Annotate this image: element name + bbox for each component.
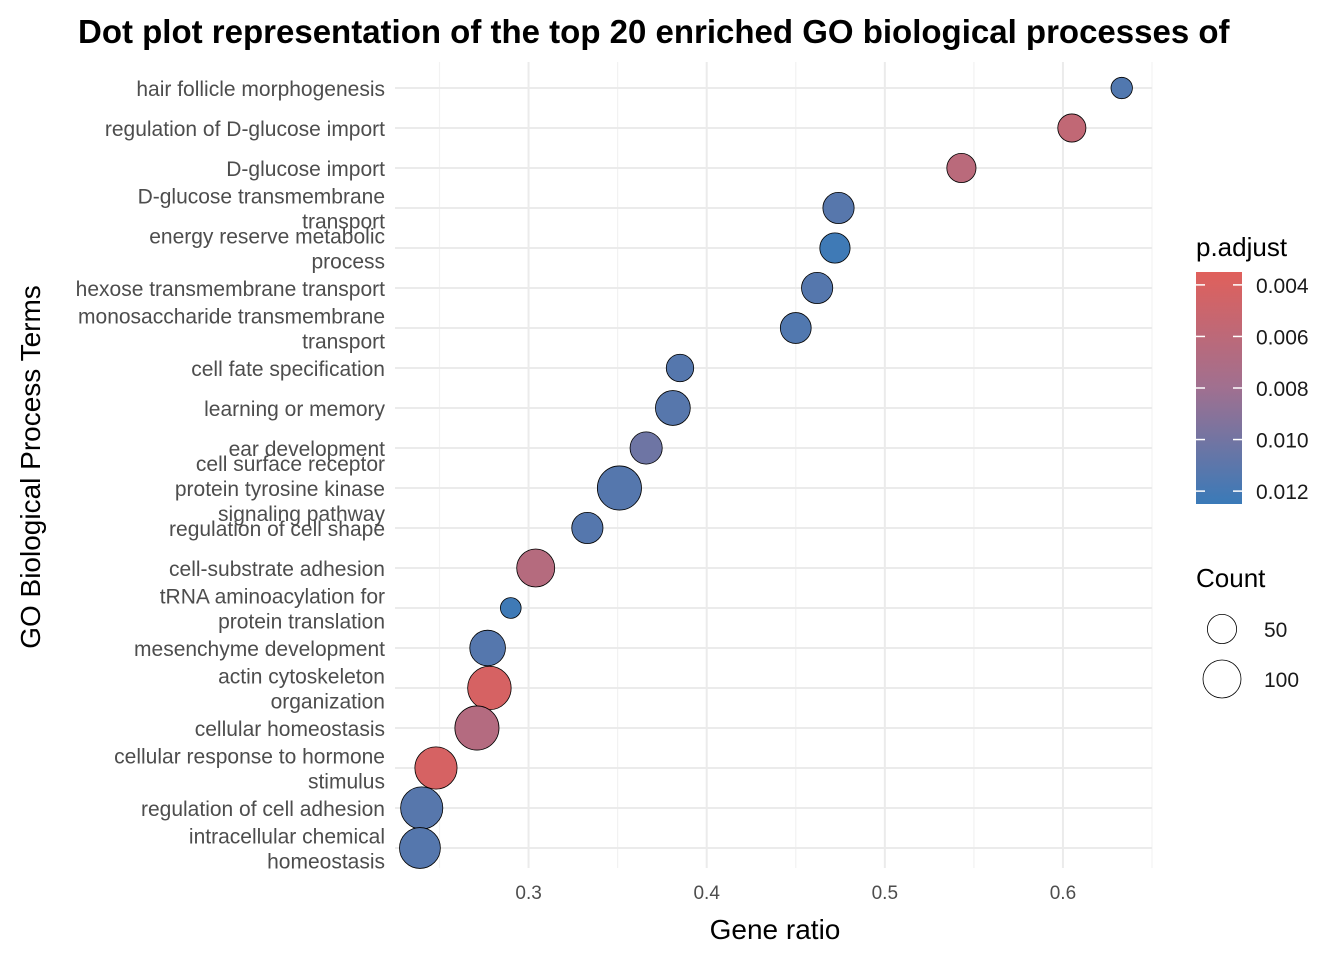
- size-legend: Count 50 100: [1196, 563, 1299, 699]
- y-tick-label-line: transport: [302, 331, 385, 354]
- y-tick-label: regulation of cell shape: [169, 518, 385, 541]
- size-legend-label: 50: [1264, 619, 1287, 642]
- y-tick-label-line: D-glucose import: [226, 158, 385, 181]
- y-tick-label: cell fate specification: [191, 358, 385, 381]
- x-tick-label: 0.4: [693, 883, 720, 904]
- color-legend-label: 0.004: [1256, 275, 1309, 298]
- data-point: [414, 746, 458, 790]
- color-legend-label: 0.008: [1256, 378, 1309, 401]
- y-tick-label: mesenchyme development: [134, 638, 385, 661]
- x-tick-label: 0.5: [872, 883, 898, 904]
- y-tick-label-line: monosaccharide transmembrane: [78, 306, 385, 329]
- x-axis-tick-labels: 0.3 0.4 0.5 0.6: [515, 883, 1076, 904]
- size-legend-title: Count: [1196, 563, 1266, 593]
- data-point: [500, 597, 522, 619]
- y-tick-label-line: hexose transmembrane transport: [76, 278, 385, 301]
- y-tick-label-line: stimulus: [308, 771, 385, 794]
- data-point: [779, 312, 812, 344]
- y-tick-label-line: organization: [271, 691, 385, 714]
- y-tick-label: hexose transmembrane transport: [76, 278, 385, 301]
- color-legend-label: 0.006: [1256, 326, 1309, 349]
- chart-title: Dot plot representation of the top 20 en…: [78, 13, 1231, 50]
- color-legend-label: 0.012: [1256, 481, 1309, 504]
- y-tick-label: cell-substrate adhesion: [169, 558, 385, 581]
- y-tick-label: regulation of cell adhesion: [141, 798, 385, 821]
- color-legend: p.adjust 0.004 0.006 0.008 0.010 0.012: [1196, 232, 1309, 504]
- data-point: [822, 191, 855, 225]
- color-legend-title: p.adjust: [1196, 232, 1288, 262]
- y-tick-label: actin cytoskeleton organization: [218, 666, 385, 714]
- data-point: [801, 271, 834, 305]
- y-axis-label: GO Biological Process Terms: [15, 285, 46, 649]
- data-point: [467, 665, 512, 711]
- y-tick-label-line: ear development: [229, 438, 386, 461]
- x-tick-label: 0.6: [1050, 883, 1076, 904]
- y-tick-label: ear development: [229, 438, 386, 461]
- y-tick-label-line: hair follicle morphogenesis: [136, 78, 385, 101]
- data-point: [665, 353, 695, 383]
- y-tick-label-line: cell fate specification: [191, 358, 385, 381]
- y-tick-label: cell surface receptor protein tyrosine ki…: [175, 453, 386, 526]
- y-tick-label-line: learning or memory: [204, 398, 385, 421]
- y-tick-label: intracellular chemical homeostasis: [189, 826, 385, 874]
- y-tick-label-line: cellular homeostasis: [195, 718, 385, 741]
- data-point: [454, 705, 500, 751]
- plot-grid: [395, 62, 1153, 868]
- y-tick-label: energy reserve metabolic process: [149, 226, 385, 274]
- data-point: [469, 629, 506, 667]
- y-tick-label-line: actin cytoskeleton: [218, 666, 385, 689]
- y-tick-label: hair follicle morphogenesis: [136, 78, 385, 101]
- data-point: [516, 548, 556, 588]
- y-tick-label-line: signaling pathway: [218, 503, 385, 526]
- y-tick-label-line: transport: [302, 211, 385, 234]
- y-tick-label-line: regulation of D-glucose import: [105, 118, 385, 141]
- data-point: [1057, 113, 1087, 143]
- size-legend-label: 100: [1264, 669, 1299, 692]
- y-tick-label-line: homeostasis: [267, 851, 385, 874]
- y-tick-label: learning or memory: [204, 398, 385, 421]
- data-point: [400, 786, 444, 830]
- data-point: [596, 465, 642, 511]
- y-tick-label-line: regulation of cell shape: [169, 518, 385, 541]
- size-legend-key: [1206, 613, 1238, 645]
- y-tick-label: cellular homeostasis: [195, 718, 385, 741]
- x-tick-label: 0.3: [515, 883, 541, 904]
- y-tick-label-line: process: [311, 251, 385, 274]
- x-axis-label: Gene ratio: [710, 914, 841, 945]
- y-tick-label-line: cell surface receptor: [196, 453, 385, 476]
- data-point: [655, 390, 691, 426]
- data-point: [571, 511, 604, 545]
- y-tick-label: tRNA aminoacylation for protein translati…: [160, 586, 385, 634]
- y-tick-label-line: regulation of cell adhesion: [141, 798, 385, 821]
- y-tick-label: cellular response to hormone stimulus: [114, 746, 385, 794]
- data-point: [629, 431, 663, 465]
- data-point: [819, 232, 851, 264]
- color-legend-label: 0.010: [1256, 430, 1309, 453]
- y-tick-label: monosaccharide transmembrane transport: [78, 306, 385, 354]
- y-tick-label-line: mesenchyme development: [134, 638, 385, 661]
- y-tick-label: D-glucose transmembrane transport: [138, 186, 386, 234]
- y-tick-label-line: cellular response to hormone: [114, 746, 385, 769]
- data-points: [399, 76, 1133, 869]
- y-tick-label: D-glucose import: [226, 158, 385, 181]
- y-tick-label-line: D-glucose transmembrane: [138, 186, 385, 209]
- y-tick-label-line: tRNA aminoacylation for: [160, 586, 385, 609]
- y-tick-label-line: energy reserve metabolic: [149, 226, 385, 249]
- y-tick-label-line: intracellular chemical: [189, 826, 385, 849]
- y-axis-tick-labels: hair follicle morphogenesis regulation of…: [76, 78, 386, 874]
- data-point: [946, 152, 977, 184]
- data-point: [1110, 76, 1133, 100]
- y-tick-label-line: protein translation: [218, 611, 385, 634]
- data-point: [399, 827, 441, 869]
- y-tick-label-line: protein tyrosine kinase: [175, 478, 385, 501]
- size-legend-key: [1202, 659, 1242, 699]
- y-tick-label: regulation of D-glucose import: [105, 118, 385, 141]
- y-tick-label-line: cell-substrate adhesion: [169, 558, 385, 581]
